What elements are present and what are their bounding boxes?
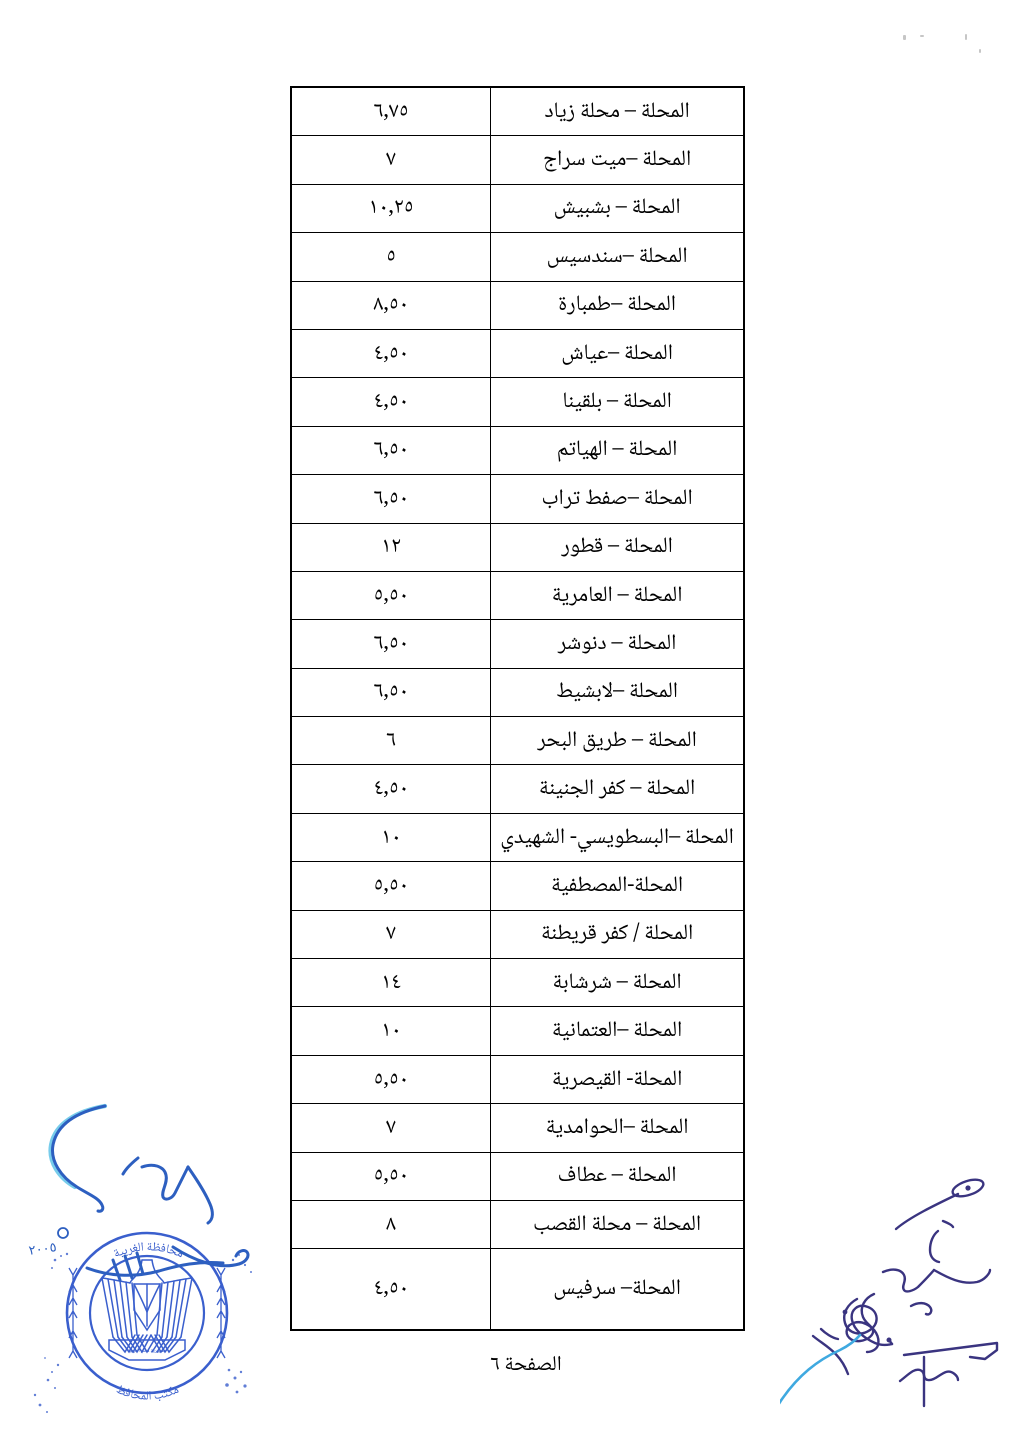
svg-text:مكتب المحافظ: مكتب المحافظ [112,1380,183,1408]
svg-text:٢٠٠٥: ٢٠٠٥ [28,1239,58,1258]
